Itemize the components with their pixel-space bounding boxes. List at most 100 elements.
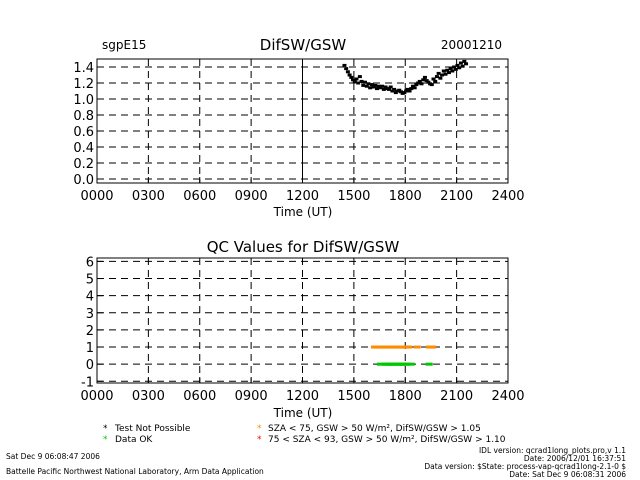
difsw-gsw-point bbox=[390, 89, 395, 93]
difsw-gsw-point bbox=[424, 79, 429, 83]
difsw-gsw-point bbox=[351, 78, 356, 82]
difsw-gsw-point bbox=[354, 77, 359, 81]
difsw-gsw-point bbox=[436, 71, 441, 75]
difsw-gsw-point bbox=[369, 83, 374, 87]
difsw-gsw-point bbox=[434, 75, 439, 79]
legend: * Test Not Possible * Data OK * SZA < 75… bbox=[103, 424, 506, 445]
difsw-gsw-point bbox=[448, 67, 453, 71]
y-tick-label: 0 bbox=[86, 358, 94, 373]
run-date: Sat Dec 9 06:08:47 2006 bbox=[6, 452, 100, 461]
x-tick-label: 0300 bbox=[132, 389, 165, 404]
difsw-gsw-point bbox=[426, 80, 431, 84]
x-tick-label: 1200 bbox=[286, 189, 319, 204]
legend-symbol-sza-lt-75: * bbox=[257, 424, 262, 434]
difsw-gsw-point bbox=[412, 86, 417, 90]
qc-value-point bbox=[429, 345, 437, 349]
difsw-gsw-point bbox=[440, 73, 445, 77]
difsw-gsw-point bbox=[452, 65, 457, 69]
x-tick-label: 0600 bbox=[183, 189, 216, 204]
x-tick-label: 0600 bbox=[183, 389, 216, 404]
lab-credit: Battelle Pacific Northwest National Labo… bbox=[6, 467, 264, 476]
difsw-gsw-point bbox=[464, 62, 469, 66]
difsw-gsw-point bbox=[347, 73, 352, 77]
legend-label-test-not-possible: Test Not Possible bbox=[114, 424, 191, 434]
difsw-gsw-point bbox=[419, 82, 424, 86]
legend-symbol-sza-75-93: * bbox=[257, 435, 262, 445]
x-tick-label: 1800 bbox=[389, 189, 422, 204]
footer: Sat Dec 9 06:08:47 2006 Battelle Pacific… bbox=[6, 446, 626, 479]
y-tick-label: 1.0 bbox=[73, 93, 94, 108]
difsw-gsw-point bbox=[414, 83, 419, 87]
difsw-gsw-point bbox=[374, 87, 379, 91]
qc-value-point bbox=[413, 345, 421, 349]
plot-frame bbox=[96, 58, 509, 184]
difsw-gsw-point bbox=[357, 75, 362, 79]
difsw-gsw-point bbox=[376, 84, 381, 88]
difsw-gsw-point bbox=[458, 61, 463, 65]
idl-version: IDL version: qcrad1long_plots.pro,v 1.1 bbox=[479, 446, 626, 455]
difsw-gsw-point bbox=[417, 79, 422, 83]
difsw-gsw-point bbox=[349, 75, 354, 79]
y-tick-label: 4 bbox=[86, 290, 94, 305]
y-tick-label: 1.2 bbox=[73, 77, 94, 92]
x-tick-label: 1200 bbox=[286, 389, 319, 404]
difsw-gsw-point bbox=[352, 79, 357, 83]
x-tick-label: 2400 bbox=[491, 389, 524, 404]
difsw-gsw-point bbox=[392, 87, 397, 91]
qc-values-plot: -1 0 1 2 3 4 5 6 0000 0300 0600 0900 1200 1500 1800 210… bbox=[80, 255, 524, 404]
y-tick-label: 1 bbox=[86, 341, 94, 356]
difsw-gsw-point bbox=[344, 67, 349, 71]
difsw-gsw-point bbox=[450, 69, 455, 73]
legend-symbol-data-ok: * bbox=[103, 435, 108, 445]
difsw-gsw-point bbox=[371, 85, 376, 89]
y-tick-label: 3 bbox=[86, 307, 94, 322]
difsw-gsw-plot: 0.00.20.40.60.81.01.21.4 0000 0300 0600 0900… bbox=[73, 58, 525, 204]
difsw-gsw-point bbox=[356, 81, 361, 85]
difsw-gsw-point bbox=[364, 84, 369, 88]
x-tick-label: 2400 bbox=[491, 189, 524, 204]
difsw-gsw-point bbox=[361, 83, 366, 87]
x-tick-label: 1800 bbox=[389, 389, 422, 404]
chart2-title: QC Values for DifSW/GSW bbox=[207, 238, 400, 256]
difsw-gsw-point bbox=[378, 86, 383, 90]
legend-label-data-ok: Data OK bbox=[115, 435, 153, 445]
data-version: Data version: $State: process-vap-qcrad1… bbox=[424, 462, 626, 471]
x-tick-label: 2100 bbox=[440, 389, 473, 404]
difsw-gsw-point bbox=[409, 87, 414, 91]
qc-value-point bbox=[405, 345, 413, 349]
difsw-gsw-point bbox=[397, 88, 402, 92]
y-tick-label: 0.8 bbox=[73, 109, 94, 124]
difsw-gsw-point bbox=[410, 84, 415, 88]
legend-symbol-test-not-possible: * bbox=[103, 424, 108, 434]
difsw-gsw-point bbox=[342, 63, 347, 67]
difsw-gsw-point bbox=[405, 87, 410, 91]
difsw-gsw-point bbox=[446, 71, 451, 75]
legend-label-sza-75-93: 75 < SZA < 93, GSW > 50 W/m², DifSW/GSW … bbox=[268, 435, 506, 445]
chart1-xlabel: Time (UT) bbox=[273, 205, 333, 219]
plot-frame bbox=[96, 257, 509, 384]
date-label: 20001210 bbox=[441, 38, 502, 52]
qc-value-point bbox=[407, 362, 415, 366]
chart1-title: DifSW/GSW bbox=[260, 36, 347, 54]
idl-date: Date: 2006/12/01 16:37:51 bbox=[524, 454, 626, 463]
difsw-gsw-point bbox=[460, 64, 465, 68]
difsw-gsw-point bbox=[383, 85, 388, 89]
x-tick-label: 0000 bbox=[80, 189, 113, 204]
site-label: sgpE15 bbox=[102, 38, 146, 52]
difsw-gsw-point bbox=[363, 80, 368, 84]
data-date: Date: Sat Dec 9 06:08:31 2006 bbox=[509, 470, 626, 479]
qc-value-point bbox=[376, 362, 384, 366]
difsw-gsw-point bbox=[431, 77, 436, 81]
difsw-gsw-point bbox=[422, 75, 427, 79]
difsw-gsw-point bbox=[404, 89, 409, 93]
difsw-gsw-point bbox=[429, 83, 434, 87]
x-tick-label: 1500 bbox=[337, 189, 370, 204]
difsw-gsw-point bbox=[453, 67, 458, 71]
difsw-gsw-point bbox=[457, 66, 462, 70]
difsw-gsw-point bbox=[359, 79, 364, 83]
x-tick-label: 0300 bbox=[132, 189, 165, 204]
chart2-xlabel: Time (UT) bbox=[273, 406, 333, 420]
y-tick-label: 1.4 bbox=[73, 61, 94, 76]
difsw-gsw-point bbox=[455, 63, 460, 67]
y-tick-label: 0.6 bbox=[73, 125, 94, 140]
